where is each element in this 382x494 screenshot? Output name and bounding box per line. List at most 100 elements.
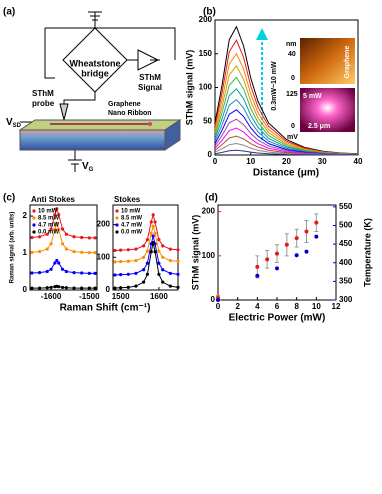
data-point	[30, 271, 34, 275]
data-point	[60, 227, 65, 231]
legend-label: 8.5 mW	[38, 216, 59, 222]
data-point	[314, 234, 319, 239]
data-point	[275, 266, 279, 271]
data-point	[72, 286, 76, 290]
data-point	[168, 271, 172, 275]
data-point	[64, 232, 68, 236]
y-tick-label: 0	[23, 285, 28, 294]
schematic	[18, 11, 182, 172]
y-tick-label: 0	[208, 150, 213, 159]
data-point	[161, 268, 165, 272]
data-point	[168, 284, 172, 288]
data-point	[149, 231, 153, 236]
data-point	[80, 235, 84, 240]
panel-label: (a)	[3, 7, 15, 18]
y-tick-label: 1	[23, 248, 28, 257]
data-point	[151, 234, 155, 238]
data-point	[80, 250, 84, 254]
data-point	[45, 232, 49, 236]
data-point	[151, 240, 155, 245]
y-axis-label: Raman signal (arb. units)	[10, 212, 16, 284]
y2-tick-label: 400	[339, 258, 353, 267]
data-point	[304, 229, 309, 234]
inset-label: Graphene	[344, 46, 351, 79]
data-point	[153, 250, 157, 254]
data-point	[161, 280, 165, 284]
data-point	[37, 249, 42, 254]
x-tick-label: 30	[318, 157, 327, 166]
data-point	[141, 244, 146, 248]
vg-label: VG	[82, 161, 94, 173]
x-tick-label: -1500	[79, 292, 100, 301]
series-line	[31, 259, 96, 274]
data-point	[149, 220, 153, 224]
series-line	[214, 149, 358, 156]
data-point	[60, 267, 65, 271]
y2-tick-label: 550	[339, 202, 353, 211]
data-point	[113, 273, 117, 277]
data-point	[45, 286, 49, 290]
x-tick-label: 10	[246, 157, 255, 166]
vsd-main: V	[6, 117, 13, 128]
data-point	[314, 220, 319, 225]
data-point	[64, 269, 68, 274]
subplot-title: Stokes	[114, 195, 141, 204]
y2-tick-label: 350	[339, 276, 353, 285]
data-point	[157, 249, 161, 253]
arrow-head	[256, 28, 268, 40]
data-point	[57, 285, 61, 289]
data-point	[72, 249, 76, 254]
inset-thermal	[300, 88, 355, 132]
legend-label: 10 mW	[38, 209, 58, 215]
data-point	[176, 285, 180, 289]
data-point	[49, 242, 53, 246]
legend-marker	[115, 216, 119, 220]
data-point	[134, 258, 138, 263]
data-point	[53, 213, 57, 217]
data-point	[284, 242, 289, 247]
annotation: 0.3mW~10 mW	[271, 61, 278, 111]
data-point	[72, 271, 76, 275]
data-point	[176, 248, 180, 252]
legend-marker	[32, 209, 36, 213]
data-point	[151, 224, 155, 228]
colorbar-unit: nm	[286, 41, 297, 48]
data-point	[30, 250, 34, 254]
legend-label: 4.7 mW	[121, 223, 142, 229]
data-point	[60, 242, 65, 246]
y-axis-label: SThM signal (mV)	[190, 215, 200, 291]
data-point	[153, 231, 157, 236]
signal-label: SThM	[139, 73, 161, 82]
subplot-title: Anti Stokes	[31, 195, 76, 204]
y-tick-label: 50	[203, 116, 212, 125]
data-point	[126, 272, 130, 276]
data-point	[151, 213, 155, 217]
y-axis-label: SThM signal (mV)	[184, 50, 194, 126]
data-point	[119, 273, 123, 277]
data-point	[161, 244, 165, 248]
data-point	[57, 213, 61, 217]
data-point	[304, 249, 309, 254]
data-point	[294, 236, 299, 241]
x-tick-label: 8	[294, 302, 299, 311]
plot-frame	[29, 204, 98, 291]
data-point	[93, 271, 97, 275]
colorbar-tick: 125	[286, 91, 298, 98]
data-point	[87, 251, 91, 255]
x-tick-label: 2	[235, 302, 240, 311]
legend-marker	[115, 230, 119, 234]
probe-label: probe	[32, 99, 55, 108]
bridge-label: Wheatstone	[69, 58, 120, 68]
x-axis-label: Raman Shift (cm⁻¹)	[60, 303, 151, 314]
data-point	[145, 261, 150, 265]
legend-label: 8.5 mW	[121, 216, 142, 222]
data-point	[57, 227, 61, 231]
y-tick-label: 100	[199, 83, 213, 92]
data-point	[55, 207, 59, 211]
x-tick-label: 12	[332, 302, 341, 311]
panel-label: (d)	[205, 193, 218, 204]
data-point	[87, 271, 91, 275]
data-point	[145, 272, 150, 276]
panel-label: (b)	[203, 7, 216, 18]
